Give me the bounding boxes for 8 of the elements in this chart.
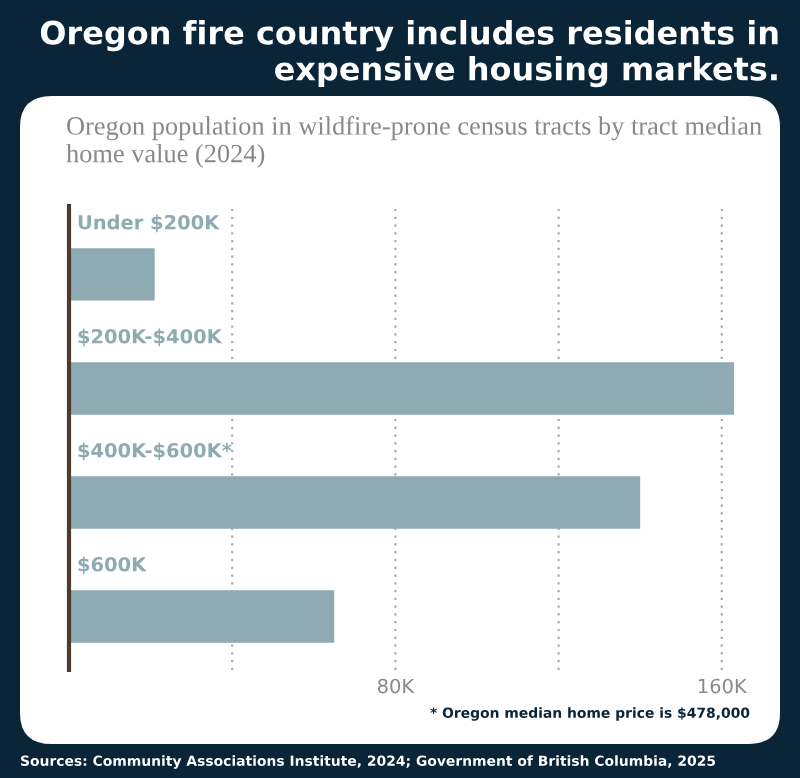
- y-tick-label: Under $200K: [78, 214, 220, 233]
- y-tick-label: $600K: [78, 556, 147, 575]
- y-tick-label: $200K-$400K: [78, 328, 223, 347]
- y-tick-label: $400K-$600K*: [78, 442, 232, 461]
- x-tick-label: 80K: [377, 678, 415, 694]
- chart-title: Oregon fire country includes residents in expensive housing markets.: [40, 20, 778, 88]
- x-tick-label: 160K: [698, 678, 748, 694]
- chart-subtitle: Oregon population in wildfire-prone census tracts by tract median home value (2024): [66, 116, 762, 168]
